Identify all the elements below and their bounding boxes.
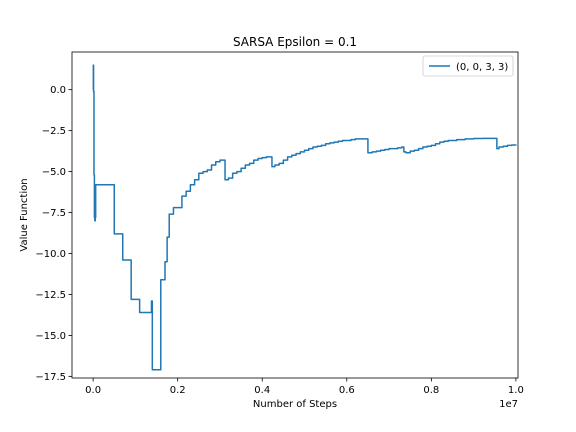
y-tick-label: −12.5	[35, 290, 66, 301]
x-axis-title: Number of Steps	[253, 399, 337, 410]
legend-box	[422, 55, 514, 77]
y-tick-label: −2.5	[42, 126, 66, 137]
x-tick-label: 0.8	[423, 385, 439, 396]
y-tick-label: 0.0	[50, 85, 66, 96]
y-tick-label: −17.5	[35, 372, 66, 383]
plot-frame	[71, 51, 519, 379]
series-line-0	[92, 64, 517, 371]
x-tick-label: 0.2	[170, 385, 186, 396]
y-tick-label: −5.0	[42, 167, 66, 178]
x-tick-label: 0.6	[339, 385, 355, 396]
y-tick-label: −15.0	[35, 331, 66, 342]
y-axis-title: Value Function	[19, 178, 30, 251]
x-axis-offset-label: 1e7	[499, 399, 518, 410]
x-axis-ticks: 0.0 0.2 0.4 0.6 0.8 1.0	[85, 378, 524, 396]
legend: (0, 0, 3, 3)	[422, 55, 514, 77]
legend-label: (0, 0, 3, 3)	[456, 62, 508, 73]
chart-title: SARSA Epsilon = 0.1	[233, 35, 357, 49]
y-axis-ticks: 0.0 −2.5 −5.0 −7.5 −10.0 −12.5 −15.0 −17.5	[35, 85, 72, 383]
data-layer	[92, 64, 517, 371]
x-tick-label: 0.0	[85, 385, 101, 396]
x-tick-label: 1.0	[508, 385, 524, 396]
x-tick-label: 0.4	[254, 385, 270, 396]
y-tick-label: −10.0	[35, 249, 66, 260]
y-tick-label: −7.5	[42, 208, 66, 219]
